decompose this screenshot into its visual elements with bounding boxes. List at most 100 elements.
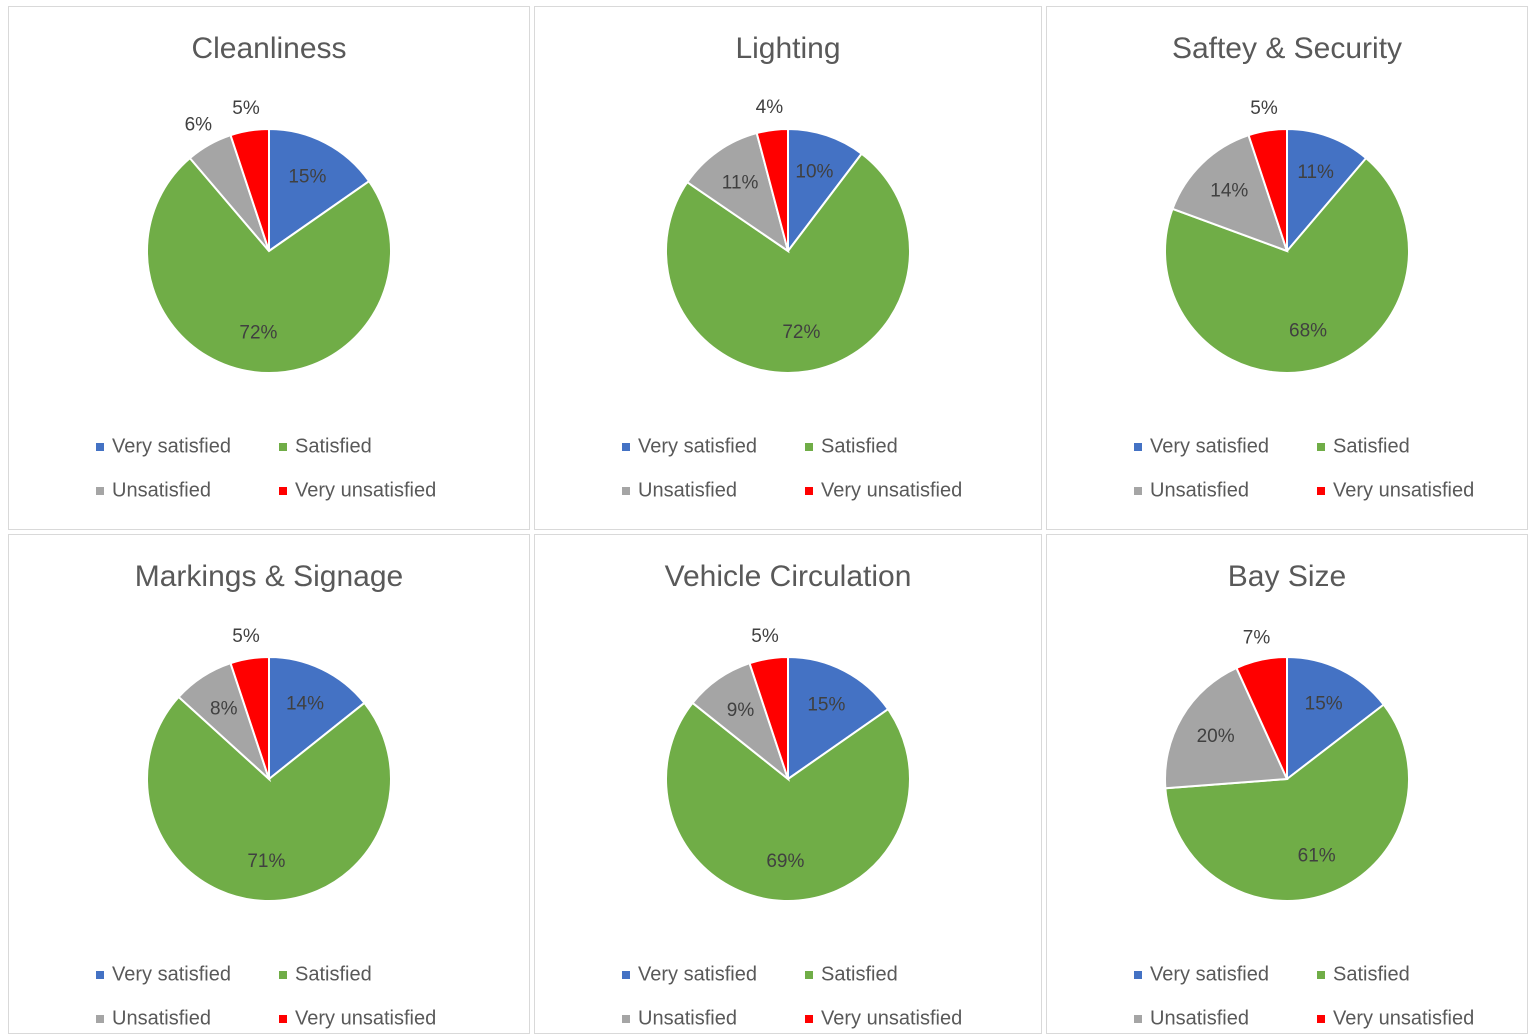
- chart-title: Lighting: [735, 32, 840, 65]
- legend-label: Satisfied: [295, 435, 372, 457]
- data-label: 15%: [807, 694, 845, 715]
- legend-label: Very satisfied: [638, 963, 757, 985]
- pie-slice: [1163, 666, 1289, 790]
- pie-slice: [1247, 127, 1288, 252]
- legend-swatch: [1134, 487, 1142, 495]
- legend-swatch: [805, 443, 813, 451]
- data-label: 5%: [232, 98, 260, 119]
- legend-label: Unsatisfied: [638, 1007, 737, 1029]
- legend-label: Satisfied: [295, 963, 372, 985]
- legend-swatch: [805, 1015, 813, 1023]
- data-label: 5%: [751, 626, 779, 647]
- pie-slice: [1164, 156, 1410, 374]
- pie-slice: [1286, 127, 1368, 254]
- legend-swatch: [279, 1015, 287, 1023]
- data-label: 14%: [286, 693, 324, 714]
- legend-label: Unsatisfied: [112, 1007, 211, 1029]
- pie-slice: [268, 655, 366, 782]
- legend-label: Very satisfied: [112, 963, 231, 985]
- chart-title: Markings & Signage: [135, 560, 403, 593]
- legend-swatch: [622, 443, 630, 451]
- pie-slice: [1235, 655, 1288, 780]
- legend-swatch: [1134, 1015, 1142, 1023]
- pie-slice: [268, 127, 371, 253]
- legend-swatch: [96, 487, 104, 495]
- pie-slice: [748, 655, 789, 780]
- data-label: 71%: [247, 851, 285, 872]
- data-label: 11%: [1297, 162, 1334, 183]
- chart-title: Saftey & Security: [1172, 32, 1402, 65]
- legend-label: Very satisfied: [1150, 963, 1269, 985]
- legend-swatch: [805, 971, 813, 979]
- legend-swatch: [1317, 443, 1325, 451]
- legend-swatch: [279, 443, 287, 451]
- data-label: 61%: [1298, 845, 1336, 866]
- data-label: 11%: [722, 172, 759, 193]
- legend-label: Unsatisfied: [1150, 1007, 1249, 1029]
- pie-slice: [787, 655, 890, 781]
- legend-label: Very unsatisfied: [821, 1007, 962, 1029]
- legend-label: Unsatisfied: [112, 479, 211, 501]
- legend-label: Very unsatisfied: [1333, 479, 1474, 501]
- legend-swatch: [96, 971, 104, 979]
- data-label: 15%: [1305, 694, 1343, 715]
- legend-label: Unsatisfied: [1150, 479, 1249, 501]
- data-label: 69%: [766, 851, 804, 872]
- data-label: 68%: [1289, 320, 1327, 341]
- legend-swatch: [279, 487, 287, 495]
- data-label: 6%: [185, 115, 213, 136]
- legend-swatch: [1317, 487, 1325, 495]
- data-label: 15%: [288, 166, 326, 187]
- pie-slice: [146, 695, 392, 902]
- data-label: 4%: [756, 97, 784, 118]
- pie-slice: [665, 152, 911, 374]
- pie-slice: [229, 655, 270, 780]
- legend-label: Very unsatisfied: [295, 1007, 436, 1029]
- legend-label: Satisfied: [821, 435, 898, 457]
- pie-slice: [229, 127, 270, 252]
- legend-swatch: [1317, 1015, 1325, 1023]
- legend-swatch: [96, 443, 104, 451]
- data-label: 8%: [210, 698, 238, 719]
- legend-label: Satisfied: [821, 963, 898, 985]
- legend-swatch: [622, 487, 630, 495]
- pie-slice: [755, 127, 789, 252]
- legend-swatch: [279, 971, 287, 979]
- legend-swatch: [805, 487, 813, 495]
- data-label: 14%: [1210, 180, 1248, 201]
- legend-label: Very satisfied: [112, 435, 231, 457]
- chart-title: Bay Size: [1228, 560, 1346, 593]
- data-label: 72%: [239, 322, 277, 343]
- legend-swatch: [1317, 971, 1325, 979]
- data-label: 10%: [795, 161, 833, 182]
- legend-label: Very satisfied: [1150, 435, 1269, 457]
- pie-slice: [787, 127, 864, 254]
- legend-swatch: [622, 1015, 630, 1023]
- data-label: 72%: [782, 322, 820, 343]
- legend-label: Very unsatisfied: [1333, 1007, 1474, 1029]
- data-label: 7%: [1243, 627, 1271, 648]
- pie-slice: [1164, 703, 1410, 902]
- pie-slice: [1286, 655, 1386, 782]
- pie-slice: [685, 131, 790, 254]
- data-label: 20%: [1197, 726, 1235, 747]
- data-label: 5%: [232, 626, 260, 647]
- data-label: 5%: [1250, 98, 1278, 119]
- pie-slice: [1171, 133, 1289, 253]
- legend-label: Satisfied: [1333, 963, 1410, 985]
- legend-swatch: [1134, 971, 1142, 979]
- legend-label: Very satisfied: [638, 435, 757, 457]
- pie-slice: [146, 156, 392, 374]
- legend-label: Unsatisfied: [638, 479, 737, 501]
- data-label: 9%: [727, 700, 755, 721]
- legend-swatch: [622, 971, 630, 979]
- legend-label: Very unsatisfied: [821, 479, 962, 501]
- chart-title: Cleanliness: [191, 32, 346, 65]
- legend-label: Satisfied: [1333, 435, 1410, 457]
- legend-label: Very unsatisfied: [295, 479, 436, 501]
- legend-swatch: [96, 1015, 104, 1023]
- legend-swatch: [1134, 443, 1142, 451]
- pie-slice: [665, 701, 911, 902]
- chart-title: Vehicle Circulation: [665, 560, 912, 593]
